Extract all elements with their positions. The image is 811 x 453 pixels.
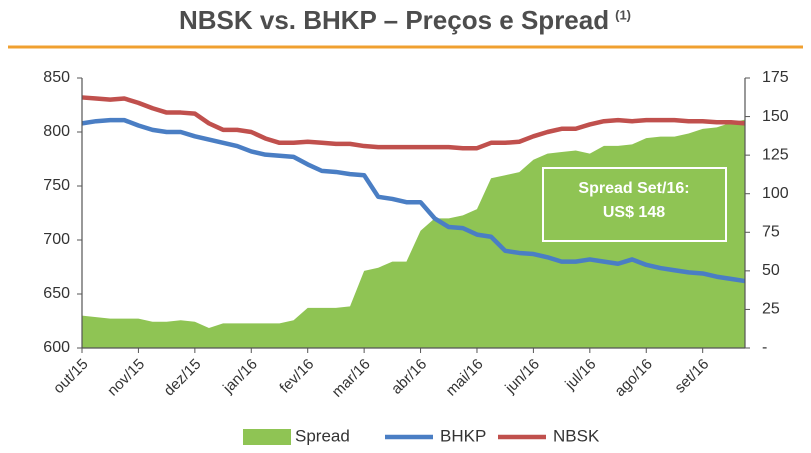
chart-title: NBSK vs. BHKP – Preços e Spread xyxy=(179,5,609,35)
legend-swatch xyxy=(243,429,291,445)
y2-tick-label: 150 xyxy=(762,108,789,125)
legend-label: NBSK xyxy=(553,426,600,445)
y-tick-label: 650 xyxy=(43,285,70,302)
y-tick-label: 600 xyxy=(43,339,70,356)
x-tick-label: fev/16 xyxy=(276,356,317,397)
series-line xyxy=(81,95,746,151)
y2-tick-label: - xyxy=(762,339,767,356)
x-tick-label: nov/15 xyxy=(104,356,148,400)
y2-tick-label: 125 xyxy=(762,146,789,163)
annotation-text: Spread Set/16: xyxy=(578,180,689,197)
x-tick-label: jun/16 xyxy=(501,356,543,398)
y2-tick-label: 175 xyxy=(762,69,789,86)
y-tick-label: 700 xyxy=(43,231,70,248)
annotation-box xyxy=(542,167,727,242)
title-note: (1) xyxy=(615,7,631,22)
legend-label: BHKP xyxy=(440,426,486,445)
y-tick-label: 850 xyxy=(43,69,70,86)
plot-area: 600 650 700 750 800 850 - 25 50 75 100 125 150 175 out… xyxy=(43,69,789,400)
annotation-text: US$ 148 xyxy=(603,204,665,221)
y-tick-label: 750 xyxy=(43,177,70,194)
y2-tick-label: 25 xyxy=(762,301,780,318)
spread-area xyxy=(82,119,745,349)
x-tick-label: dez/15 xyxy=(161,356,205,400)
x-tick-label: mai/16 xyxy=(443,356,487,400)
x-tick-label: abr/16 xyxy=(388,356,430,398)
x-tick-label: jan/16 xyxy=(219,356,261,398)
y2-tick-label: 100 xyxy=(762,185,789,202)
series-line xyxy=(81,117,746,284)
y-tick-label: 800 xyxy=(43,123,70,140)
y2-tick-label: 50 xyxy=(762,262,780,279)
legend-label: Spread xyxy=(295,426,350,445)
x-tick-label: out/15 xyxy=(50,356,92,398)
chart-title-group: NBSK vs. BHKP – Preços e Spread (1) xyxy=(179,5,631,35)
y2-tick-label: 75 xyxy=(762,224,780,241)
x-tick-label: jul/16 xyxy=(561,356,599,394)
x-tick-label: ago/16 xyxy=(611,356,655,400)
x-tick-label: mar/16 xyxy=(329,356,374,401)
x-tick-label: set/16 xyxy=(671,356,712,397)
